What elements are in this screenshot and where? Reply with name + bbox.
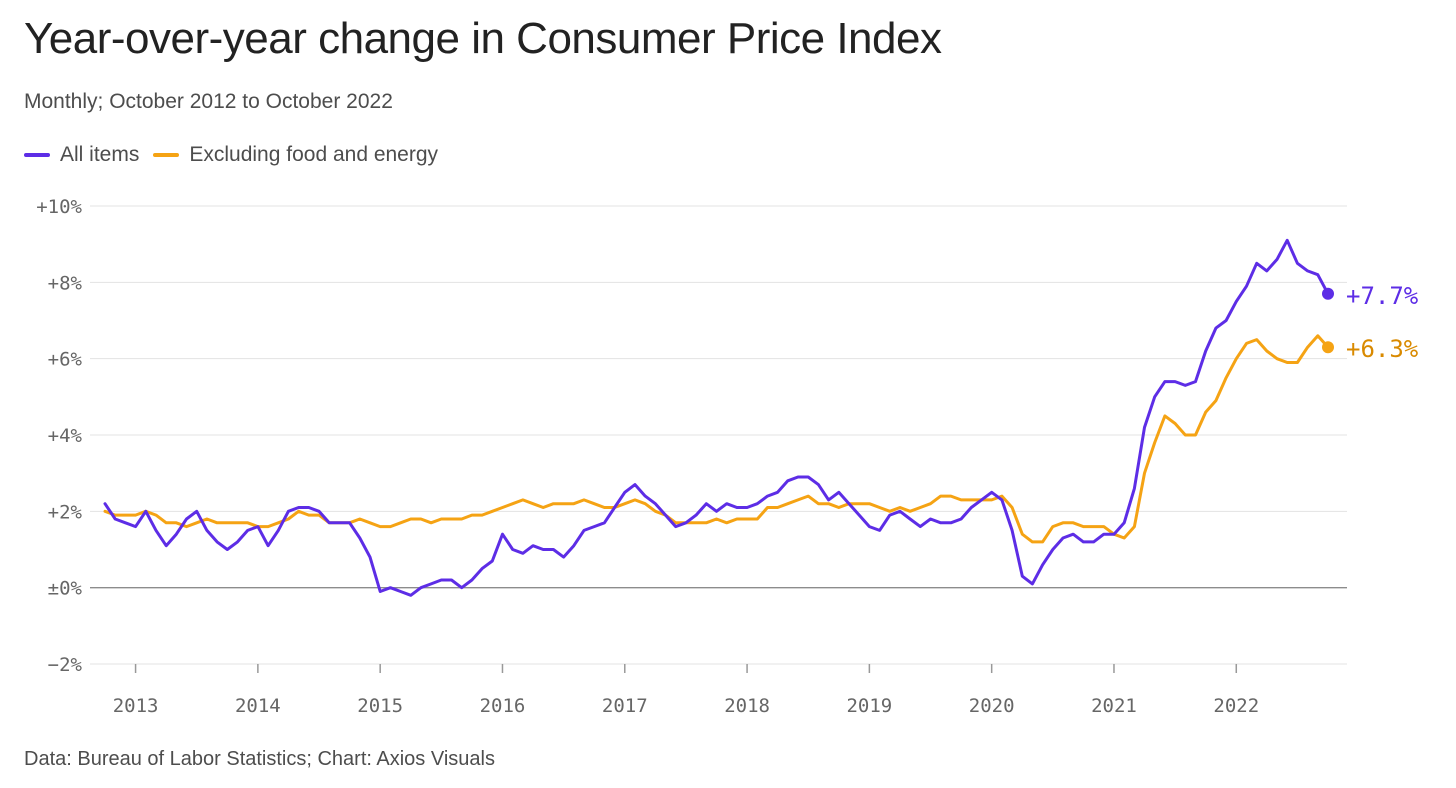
y-tick-label: −2% — [48, 654, 83, 676]
end-labels: +6.3% +7.7% — [1346, 282, 1419, 363]
x-tick-label: 2013 — [113, 695, 159, 717]
chart-subtitle: Monthly; October 2012 to October 2022 — [24, 90, 393, 113]
legend-swatch-all-items — [24, 153, 50, 157]
x-axis-ticks: 2013 2014 2015 2016 2017 2018 2019 2020 2021 2022 — [113, 664, 1259, 717]
series-lines — [103, 238, 1334, 597]
end-point-all-items — [1322, 287, 1334, 300]
y-tick-label: +4% — [48, 425, 83, 447]
y-axis-ticks: −2% ±0% +2% +4% +6% +8% +10% — [36, 196, 82, 676]
x-tick-label: 2016 — [480, 695, 526, 717]
legend-label-all-items: All items — [60, 143, 140, 166]
x-tick-label: 2020 — [969, 695, 1015, 717]
source-note: Data: Bureau of Labor Statistics; Chart:… — [24, 748, 495, 770]
line-chart: −2%±0%+2%+4%+6%+8%+10% 2013 2014 2015 2016 2… — [36, 196, 1419, 717]
x-tick-label: 2015 — [357, 695, 403, 717]
series-line-core — [103, 334, 1330, 544]
chart-title: Year-over-year change in Consumer Price … — [24, 14, 942, 63]
x-tick-label: 2019 — [846, 695, 892, 717]
y-tick-label: +2% — [48, 501, 83, 523]
series-line-all-items — [103, 238, 1330, 597]
legend-swatch-core — [153, 153, 180, 157]
y-tick-label: ±0% — [48, 578, 83, 600]
x-tick-label: 2014 — [235, 695, 281, 717]
y-tick-label: +6% — [48, 349, 83, 371]
x-tick-label: 2017 — [602, 695, 648, 717]
legend: All items Excluding food and energy — [24, 143, 452, 167]
x-tick-label: 2022 — [1213, 695, 1259, 717]
legend-item-core: Excluding food and energy — [153, 143, 438, 167]
y-tick-label: +10% — [36, 196, 82, 218]
end-label-core: +6.3% — [1346, 335, 1419, 363]
x-tick-label: 2018 — [724, 695, 770, 717]
legend-item-all-items: All items — [24, 143, 139, 167]
legend-label-core: Excluding food and energy — [189, 143, 439, 166]
y-tick-label: +8% — [48, 272, 83, 294]
end-point-core — [1322, 341, 1334, 354]
end-label-all-items: +7.7% — [1346, 282, 1419, 310]
x-tick-label: 2021 — [1091, 695, 1137, 717]
